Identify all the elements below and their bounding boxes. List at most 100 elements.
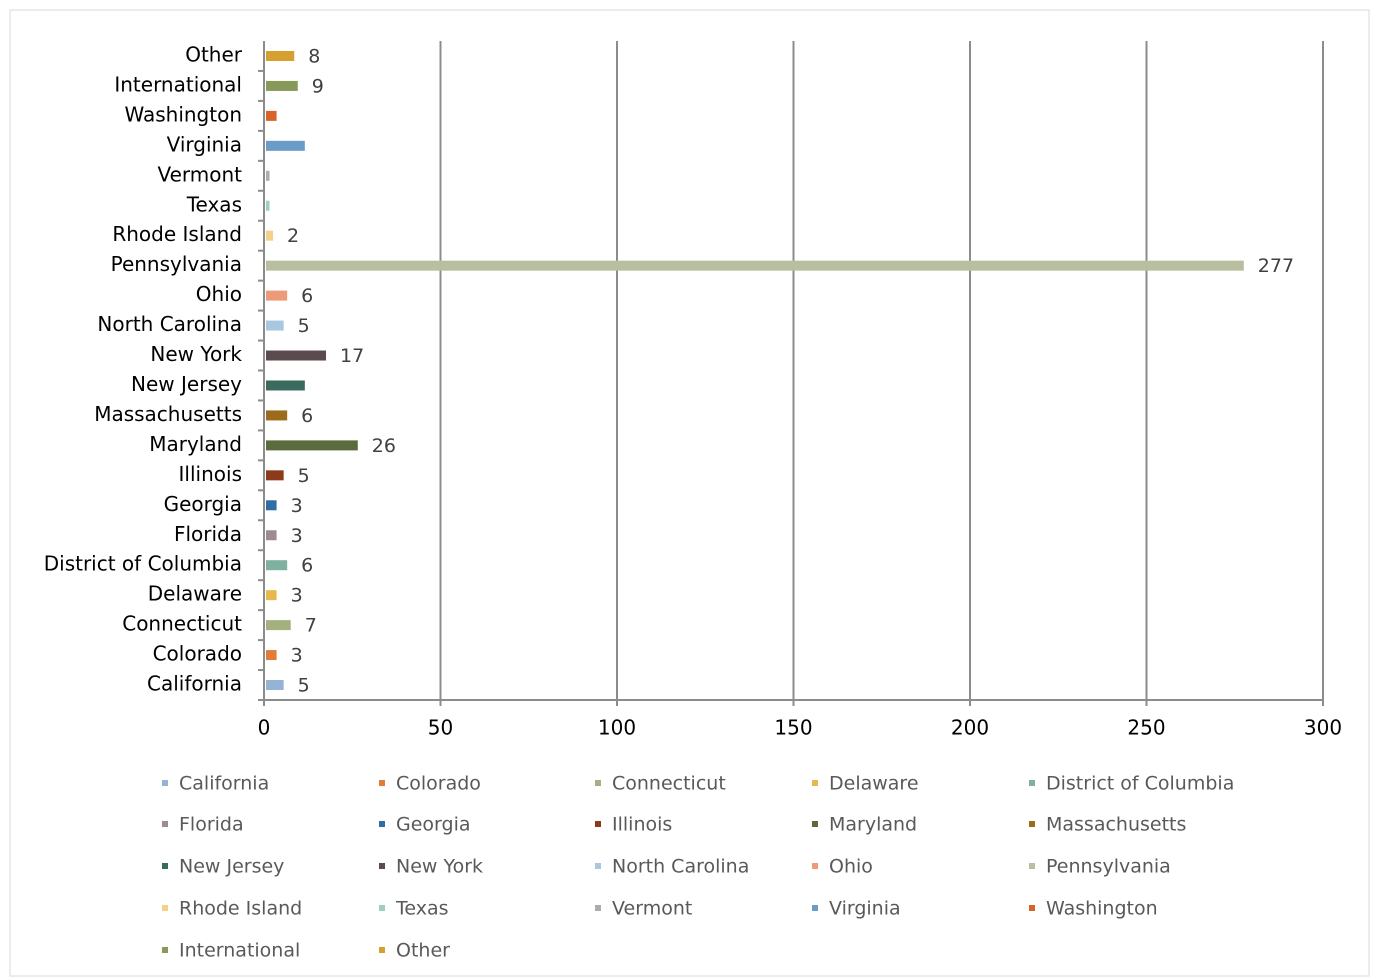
value-label: 2: [287, 225, 299, 247]
legend-label: California: [179, 773, 269, 795]
bar: [266, 620, 291, 631]
legend-label: International: [179, 940, 300, 962]
legend-swatch: [812, 780, 818, 786]
bar: [266, 500, 277, 511]
bar: [266, 410, 288, 421]
legend-label: New York: [396, 856, 483, 878]
value-label: 3: [291, 495, 303, 517]
legend-swatch: [595, 821, 601, 827]
y-tick-label: Texas: [186, 192, 242, 216]
legend-swatch: [595, 863, 601, 869]
bar: [266, 320, 284, 331]
legend-label: Connecticut: [612, 773, 726, 795]
bar: [266, 650, 277, 661]
legend-label: Illinois: [612, 814, 672, 836]
y-tick-label: District of Columbia: [44, 552, 242, 576]
bar: [266, 440, 358, 451]
bar: [266, 530, 277, 541]
legend-swatch: [1029, 863, 1035, 869]
legend-label: Ohio: [829, 856, 873, 878]
bar: [266, 50, 295, 61]
bar: [266, 290, 288, 301]
value-label: 26: [372, 435, 396, 457]
legend-swatch: [162, 863, 168, 869]
chart-border: [9, 9, 1370, 977]
legend-swatch: [379, 905, 385, 911]
y-tick-label: Washington: [124, 102, 242, 126]
y-tick-label: California: [147, 672, 242, 696]
y-tick-label: Illinois: [179, 462, 242, 486]
y-tick-label: Pennsylvania: [111, 252, 242, 276]
value-label: 5: [298, 675, 310, 697]
y-tick-label: Other: [185, 42, 243, 66]
y-tick-label: Vermont: [157, 162, 242, 186]
legend-label: Texas: [395, 898, 449, 920]
legend-label: District of Columbia: [1046, 773, 1234, 795]
legend-swatch: [162, 821, 168, 827]
y-tick-label: International: [114, 72, 242, 96]
legend-swatch: [162, 905, 168, 911]
y-tick-label: Virginia: [167, 132, 242, 156]
value-label: 6: [301, 285, 313, 307]
x-tick-label: 250: [1127, 716, 1165, 740]
bar: [266, 350, 327, 361]
value-label: 3: [291, 645, 303, 667]
x-tick-label: 100: [598, 716, 636, 740]
value-label: 17: [340, 345, 364, 367]
legend-swatch: [812, 905, 818, 911]
bar: [266, 560, 288, 571]
legend-swatch: [812, 821, 818, 827]
legend-swatch: [379, 947, 385, 953]
legend-swatch: [595, 905, 601, 911]
y-tick-label: Colorado: [153, 642, 242, 666]
value-label: 3: [291, 525, 303, 547]
y-tick-label: Delaware: [148, 582, 242, 606]
value-label: 9: [312, 75, 324, 97]
x-tick-label: 150: [774, 716, 812, 740]
y-tick-label: New Jersey: [131, 372, 242, 396]
bar: [266, 470, 284, 481]
legend-label: Vermont: [612, 898, 692, 920]
legend-swatch: [812, 863, 818, 869]
legend-label: Georgia: [396, 814, 471, 836]
y-tick-label: North Carolina: [97, 312, 242, 336]
value-label: 5: [298, 315, 310, 337]
legend-swatch: [595, 780, 601, 786]
legend-label: Washington: [1046, 898, 1158, 920]
y-tick-label: Georgia: [164, 492, 242, 516]
y-tick-label: Ohio: [196, 282, 242, 306]
y-tick-label: Florida: [174, 522, 242, 546]
value-label: 5: [298, 465, 310, 487]
y-tick-label: New York: [150, 342, 242, 366]
legend-swatch: [379, 821, 385, 827]
legend-swatch: [1029, 905, 1035, 911]
legend-swatch: [162, 780, 168, 786]
bar: [266, 140, 305, 151]
legend-swatch: [1029, 780, 1035, 786]
legend-swatch: [379, 863, 385, 869]
value-label: 3: [291, 585, 303, 607]
value-label: 8: [308, 45, 320, 67]
legend-label: Colorado: [396, 773, 481, 795]
bar: [266, 260, 1244, 271]
bar: [266, 80, 298, 91]
y-tick-label: Maryland: [149, 432, 242, 456]
x-tick-label: 200: [951, 716, 989, 740]
legend-swatch: [1029, 821, 1035, 827]
legend-label: North Carolina: [612, 856, 749, 878]
bar: [266, 680, 284, 691]
bar: [266, 590, 277, 601]
bar: [266, 230, 274, 241]
x-tick-label: 50: [428, 716, 453, 740]
legend-label: Pennsylvania: [1046, 856, 1171, 878]
bar: [266, 380, 305, 391]
value-label: 7: [305, 615, 317, 637]
bar: [266, 200, 270, 211]
value-label: 6: [301, 405, 313, 427]
legend-label: Maryland: [829, 814, 917, 836]
bar: [266, 110, 277, 121]
legend-label: Rhode Island: [179, 898, 302, 920]
value-label: 277: [1258, 255, 1294, 277]
